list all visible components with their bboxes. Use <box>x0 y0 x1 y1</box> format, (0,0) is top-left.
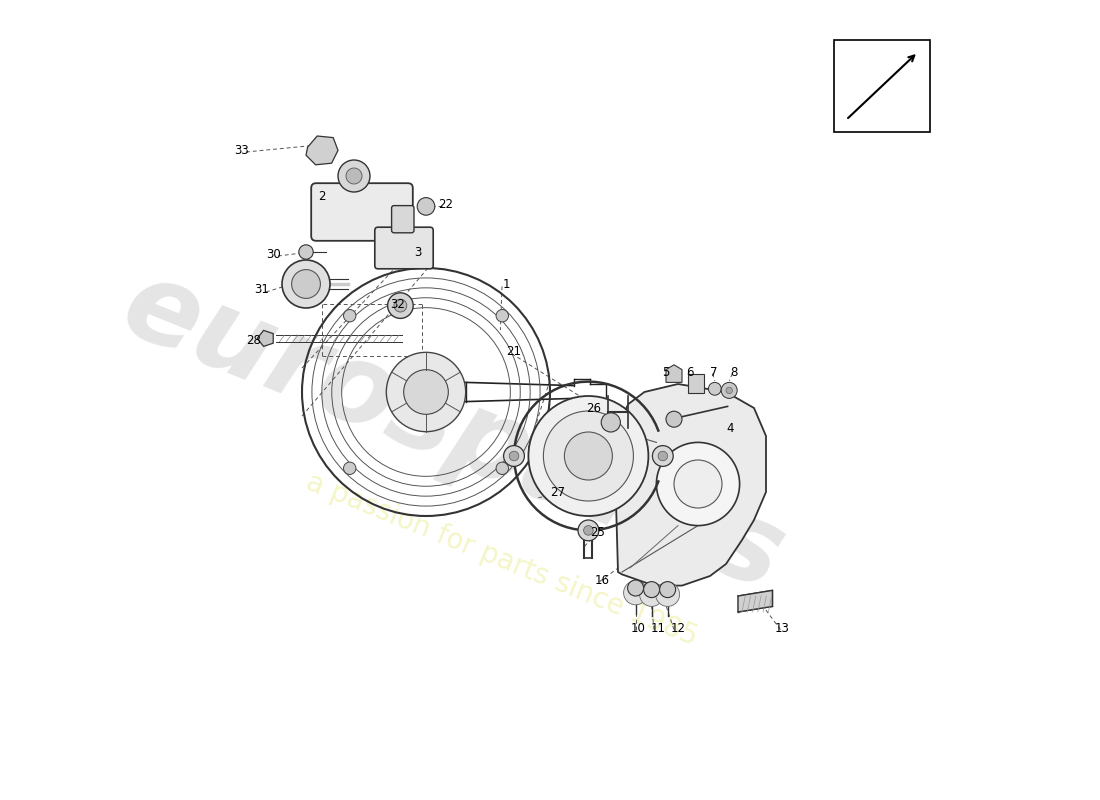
Polygon shape <box>257 330 273 346</box>
Circle shape <box>282 260 330 308</box>
Circle shape <box>343 310 356 322</box>
Text: 8: 8 <box>730 366 738 378</box>
Text: 32: 32 <box>390 298 406 310</box>
Circle shape <box>628 580 643 596</box>
FancyBboxPatch shape <box>392 206 414 233</box>
Text: 3: 3 <box>415 246 421 258</box>
Circle shape <box>299 245 314 259</box>
Polygon shape <box>738 590 772 612</box>
Circle shape <box>656 582 680 606</box>
Text: 6: 6 <box>686 366 694 378</box>
Text: 4: 4 <box>726 422 734 434</box>
Text: 30: 30 <box>266 248 282 261</box>
Circle shape <box>657 442 739 526</box>
Circle shape <box>292 270 320 298</box>
Circle shape <box>346 168 362 184</box>
Polygon shape <box>666 365 682 382</box>
Text: 1: 1 <box>503 278 509 290</box>
Text: 33: 33 <box>234 144 250 157</box>
Text: 27: 27 <box>550 486 565 498</box>
Text: 7: 7 <box>711 366 717 378</box>
Text: eurospares: eurospares <box>108 251 800 613</box>
Polygon shape <box>306 136 338 165</box>
Circle shape <box>722 382 737 398</box>
Circle shape <box>708 382 722 395</box>
Circle shape <box>652 446 673 466</box>
Circle shape <box>387 293 414 318</box>
Circle shape <box>496 462 508 474</box>
Text: 28: 28 <box>246 334 262 346</box>
Circle shape <box>578 520 598 541</box>
Circle shape <box>404 370 449 414</box>
Circle shape <box>660 582 675 598</box>
FancyBboxPatch shape <box>688 374 704 393</box>
Circle shape <box>338 160 370 192</box>
Text: 22: 22 <box>439 198 453 210</box>
Circle shape <box>602 413 620 432</box>
Text: 2: 2 <box>318 190 326 202</box>
Text: 26: 26 <box>586 402 602 414</box>
Polygon shape <box>614 384 766 586</box>
Text: 12: 12 <box>671 622 685 634</box>
Circle shape <box>564 432 613 480</box>
Text: 21: 21 <box>506 346 521 358</box>
Circle shape <box>496 310 508 322</box>
Circle shape <box>666 411 682 427</box>
Circle shape <box>417 198 434 215</box>
Circle shape <box>386 352 465 432</box>
Text: 10: 10 <box>630 622 646 634</box>
Circle shape <box>674 460 722 508</box>
Text: 31: 31 <box>254 283 270 296</box>
Circle shape <box>644 582 660 598</box>
Text: 11: 11 <box>650 622 666 634</box>
Circle shape <box>658 451 668 461</box>
Text: 13: 13 <box>774 622 790 634</box>
Circle shape <box>343 462 356 474</box>
Text: 5: 5 <box>662 366 670 378</box>
Circle shape <box>509 451 519 461</box>
Circle shape <box>543 411 634 501</box>
Circle shape <box>584 526 593 535</box>
Circle shape <box>624 581 648 605</box>
Text: 16: 16 <box>594 574 609 586</box>
Circle shape <box>726 387 733 394</box>
Text: a passion for parts since 1985: a passion for parts since 1985 <box>302 469 702 651</box>
FancyBboxPatch shape <box>375 227 433 269</box>
Circle shape <box>504 446 525 466</box>
Circle shape <box>639 582 663 606</box>
Text: 25: 25 <box>591 526 605 538</box>
FancyBboxPatch shape <box>311 183 412 241</box>
Circle shape <box>528 396 648 516</box>
Circle shape <box>394 299 407 312</box>
